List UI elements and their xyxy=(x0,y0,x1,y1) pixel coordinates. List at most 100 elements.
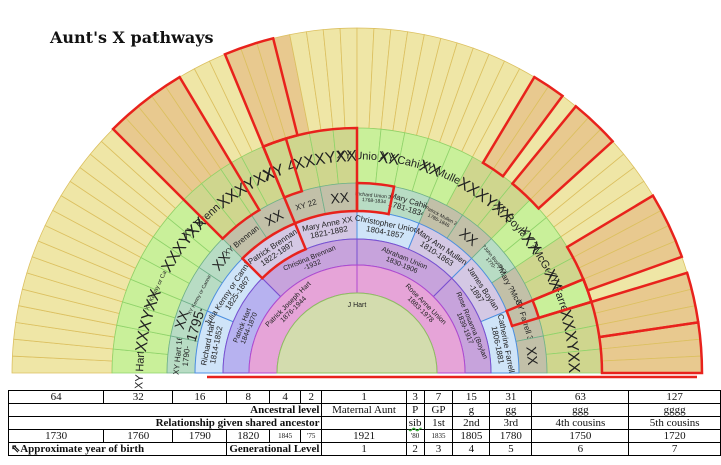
ring5-label: XY xyxy=(313,149,337,169)
ring5-label: XY xyxy=(136,308,158,333)
ring5-label-text: XX xyxy=(292,152,317,174)
x-pathway-highlight xyxy=(240,221,308,281)
year-cell: 1790 xyxy=(172,429,228,443)
ring5-label-text: XX xyxy=(417,158,443,181)
generation-cell: 2 xyxy=(405,442,425,456)
ring5-label: XX xyxy=(564,351,582,373)
year-cell: 1750 xyxy=(531,429,630,443)
ring4-label-text: XX xyxy=(330,189,351,207)
year-cell: 1835 xyxy=(423,429,454,443)
level-cell: Maternal Aunt xyxy=(321,403,407,417)
ring5-label-text: XX xyxy=(142,287,165,313)
ancestral-level-row: Ancestral level Maternal Aunt P GP g gg … xyxy=(7,403,721,417)
count-cell: 1 xyxy=(321,390,407,404)
level-cell: gggg xyxy=(663,404,686,416)
generation-cell: 3 xyxy=(423,442,454,456)
center-person-label: J Hart xyxy=(348,302,367,309)
relationship-row: Relationship given shared ancestor sib 1… xyxy=(7,416,721,430)
level-cell: GP xyxy=(423,403,454,417)
year-cell: '80 xyxy=(405,429,425,443)
year-cell: 1730 xyxy=(7,429,105,443)
ring4-label-text: 1790- xyxy=(181,345,192,367)
ring5-label-text: XY xyxy=(313,149,337,169)
x-pathway-highlight xyxy=(111,75,262,241)
x-pathway-highlight xyxy=(597,320,704,375)
ring4-label-text: Richard Union 24 xyxy=(355,191,394,201)
year-cell: 1921 xyxy=(321,429,407,443)
relationship-cell: 2nd xyxy=(452,416,491,430)
level-cell: ggg xyxy=(572,404,589,416)
x-pathway-highlight xyxy=(530,277,594,320)
relationship-cell: sib xyxy=(408,417,422,429)
ring5-label: XX xyxy=(292,152,317,174)
count-cell: 4 xyxy=(269,390,302,404)
generation-label: Generational Level xyxy=(226,442,323,456)
relationship-cell xyxy=(321,416,407,430)
birth-year-row: 1730 1760 1790 1820 1845 '75 1921 '80 18… xyxy=(7,429,721,443)
count-cell: 16 xyxy=(172,390,228,404)
count-cell: 3 xyxy=(405,390,425,404)
x-pathway-highlight xyxy=(355,181,396,216)
generation-row: ⇖Approximate year of birth Generational … xyxy=(7,442,721,456)
year-cell: 1780 xyxy=(489,429,533,443)
ring4-label: XX xyxy=(330,189,351,207)
year-cell: 1820 xyxy=(226,429,271,443)
count-cell: 8 xyxy=(226,390,271,404)
relationship-cell: 3rd xyxy=(489,416,533,430)
relationship-label: Relationship given shared ancestor xyxy=(7,416,323,430)
ring5-label-text: XX xyxy=(377,149,401,169)
generation-cell: 4 xyxy=(452,442,491,456)
ring4-label: XX xyxy=(523,346,541,367)
ring5-label-text: XX xyxy=(335,148,357,166)
ring5-label: XX xyxy=(377,149,401,169)
ring5-label-text: XX xyxy=(564,351,582,373)
count-cell: 63 xyxy=(531,390,630,404)
count-cell: 7 xyxy=(423,390,454,404)
year-cell: 1760 xyxy=(103,429,174,443)
year-cell: 1805 xyxy=(452,429,491,443)
level-cell: P xyxy=(405,403,425,417)
count-cell: 2 xyxy=(300,390,323,404)
arrow-up-left-icon: ⇖ xyxy=(11,443,21,455)
count-cell: 32 xyxy=(103,390,174,404)
ring5-label: XX xyxy=(417,158,443,181)
level-cell: gg xyxy=(505,404,517,416)
x-pathway-highlight xyxy=(481,75,565,178)
generation-cell: 7 xyxy=(628,442,721,456)
ring5-label: XX xyxy=(142,287,165,313)
ring5-label-text: XX xyxy=(556,308,578,333)
ring5-label-text: XY xyxy=(136,308,158,333)
x-pathway-highlight xyxy=(565,193,684,293)
generation-cell: 1 xyxy=(321,442,407,456)
ancestor-count-row: 64 32 16 8 4 2 1 3 7 15 31 63 127 xyxy=(7,390,721,404)
generation-cell: 6 xyxy=(531,442,630,456)
count-cell: 15 xyxy=(452,390,491,404)
birth-year-note: ⇖Approximate year of birth xyxy=(7,442,228,456)
ring5-label-text: XX xyxy=(133,329,153,353)
page-title: Aunt's X pathways xyxy=(50,28,214,47)
ring5-label: XX xyxy=(556,308,578,333)
ring4-label-text: XX xyxy=(523,346,541,367)
ring4-label-text: 1768-1834 xyxy=(362,197,387,205)
center-person-segment xyxy=(276,292,438,374)
generation-legend-table: 64 32 16 8 4 2 1 3 7 15 31 63 127 Ancest… xyxy=(7,390,721,456)
year-cell: 1845 xyxy=(269,429,302,443)
count-cell: 64 xyxy=(7,390,105,404)
ring5-label-text: XY xyxy=(561,329,581,353)
ring4-label-text: XY Hart 16 xyxy=(172,335,185,375)
x-pathway-highlight xyxy=(510,104,615,211)
year-cell: '75 xyxy=(300,429,323,443)
relationship-cell: 4th cousins xyxy=(531,416,630,430)
relationship-cell: 1st xyxy=(423,416,454,430)
level-cell: g xyxy=(468,404,475,416)
ring5-label: XY xyxy=(561,329,581,353)
birth-year-note-label: Approximate year of birth xyxy=(20,443,145,455)
ring5-label: XX xyxy=(335,148,357,166)
count-cell: 127 xyxy=(628,390,721,404)
count-cell: 31 xyxy=(489,390,533,404)
year-cell: 1720 xyxy=(628,429,721,443)
x-pathway-highlight xyxy=(261,126,359,225)
ancestral-level-label: Ancestral level xyxy=(7,403,323,417)
generation-cell: 5 xyxy=(489,442,533,456)
